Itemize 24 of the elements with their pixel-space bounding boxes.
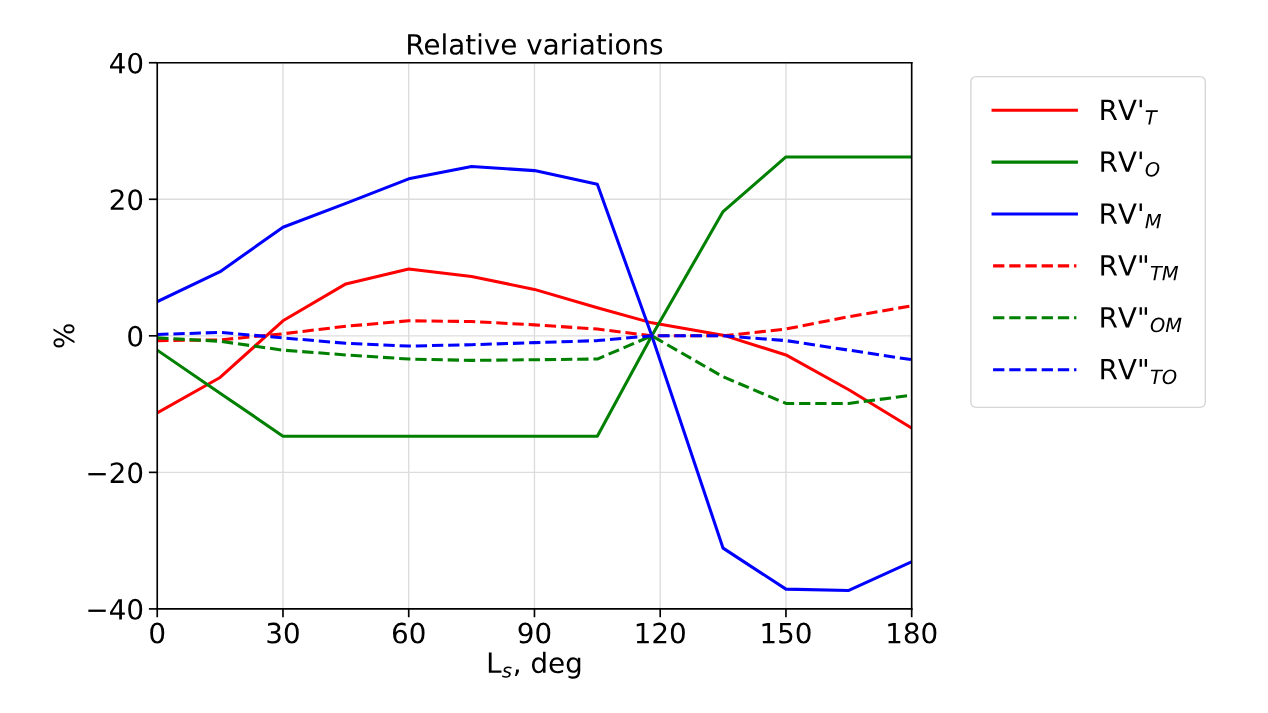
y-tick-label: 0 — [128, 325, 143, 347]
legend-label: RV"$_{OM}$ — [1101, 307, 1182, 333]
legend-label: RV'$_{M}$ — [1101, 203, 1162, 229]
y-tick-label: 40 — [110, 52, 143, 74]
line-series — [157, 267, 912, 430]
legend-label: RV"$_{TM}$ — [1101, 255, 1179, 281]
y-tick-label: −20 — [88, 462, 143, 484]
chart-title: Relative variations — [408, 33, 663, 55]
x-tick-label: 180 — [888, 622, 937, 644]
x-tick-label: 120 — [636, 622, 685, 644]
x-tick-label: 90 — [518, 622, 551, 644]
y-axis-title: % — [53, 324, 75, 348]
x-tick-label: 60 — [392, 622, 425, 644]
line-series — [157, 155, 912, 438]
x-tick-label: 0 — [150, 622, 165, 644]
legend-label: RV"$_{TO}$ — [1101, 359, 1177, 385]
legend-label: RV'$_{T}$ — [1101, 99, 1158, 125]
x-axis-title: L$_{s}$, deg — [488, 651, 581, 679]
y-tick-label: −40 — [88, 598, 143, 620]
legend-label: RV'$_{O}$ — [1101, 151, 1160, 177]
y-tick-label: 20 — [110, 189, 143, 211]
x-tick-label: 150 — [762, 622, 811, 644]
line-series — [157, 164, 912, 592]
x-tick-label: 30 — [267, 622, 299, 644]
